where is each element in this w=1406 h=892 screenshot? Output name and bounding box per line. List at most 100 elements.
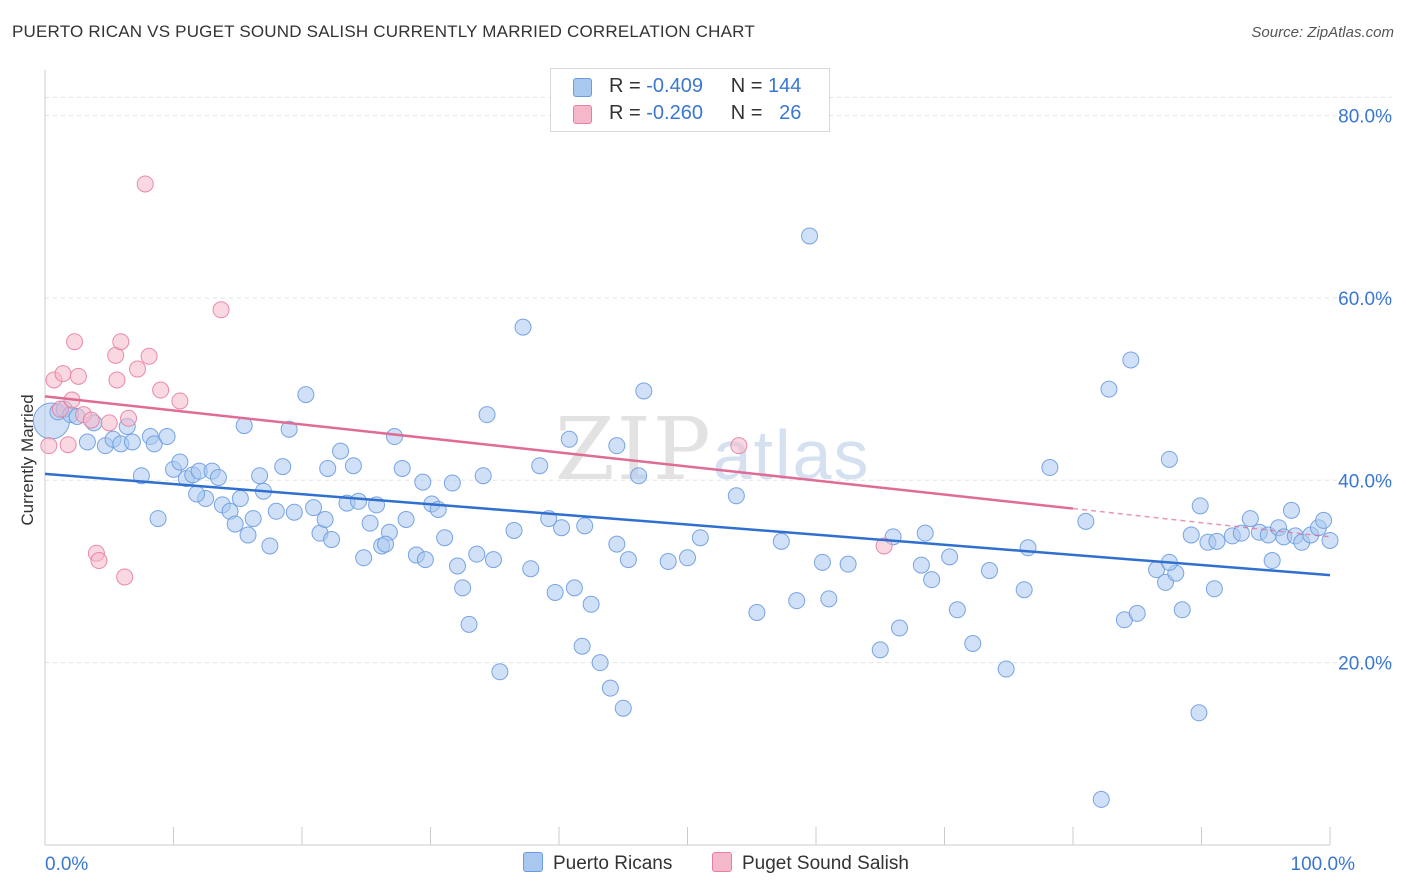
point-puget-sound-salish <box>136 175 154 193</box>
point-puerto-ricans <box>1019 539 1037 557</box>
point-puerto-ricans <box>608 535 626 553</box>
point-puerto-ricans <box>1263 552 1281 570</box>
point-puerto-ricans <box>1128 604 1146 622</box>
point-puerto-ricans <box>226 515 244 533</box>
point-puerto-ricans <box>443 474 461 492</box>
point-puget-sound-salish <box>116 568 134 586</box>
point-puerto-ricans <box>659 552 677 570</box>
point-puerto-ricans <box>997 660 1015 678</box>
point-puerto-ricans <box>630 467 648 485</box>
source-credit: Source: ZipAtlas.com <box>1251 24 1394 41</box>
y-axis-label: Currently Married <box>18 394 37 526</box>
point-puerto-ricans <box>923 571 941 589</box>
point-puerto-ricans <box>436 529 454 547</box>
point-puerto-ricans <box>522 560 540 578</box>
watermark: ZIPatlas <box>555 400 870 500</box>
y-tick-label: 20.0% <box>1338 654 1392 675</box>
point-puget-sound-salish <box>51 400 69 418</box>
point-puerto-ricans <box>1182 526 1200 544</box>
point-puerto-ricans <box>267 502 285 520</box>
y-tick-label: 60.0% <box>1338 289 1392 310</box>
point-puerto-ricans <box>1241 510 1259 528</box>
point-puerto-ricans <box>297 386 315 404</box>
point-puerto-ricans <box>560 430 578 448</box>
point-puerto-ricans <box>285 503 303 521</box>
legend-swatch-puerto-ricans <box>573 78 592 97</box>
point-puerto-ricans <box>891 619 909 637</box>
x-tick-label: 0.0% <box>45 854 88 875</box>
point-puerto-ricans <box>546 583 564 601</box>
legend-swatch-puget-sound-salish <box>573 105 592 124</box>
point-puerto-ricans <box>748 604 766 621</box>
point-puerto-ricans <box>813 553 831 571</box>
point-puget-sound-salish <box>82 411 100 429</box>
point-puerto-ricans <box>691 529 709 547</box>
point-puerto-ricans <box>1208 532 1226 550</box>
point-puerto-ricans <box>1160 450 1178 468</box>
point-puget-sound-salish <box>90 552 108 570</box>
point-puget-sound-salish <box>875 537 893 555</box>
trendline-puerto-ricans <box>44 472 1331 577</box>
y-tick-label: 80.0% <box>1338 107 1392 128</box>
point-puget-sound-salish <box>112 333 130 351</box>
point-puget-sound-salish <box>40 437 58 455</box>
point-puerto-ricans <box>474 467 492 485</box>
point-puerto-ricans <box>608 437 626 455</box>
point-puerto-ricans <box>1100 380 1118 398</box>
point-puget-sound-salish <box>108 371 126 389</box>
point-puget-sound-salish <box>59 436 77 454</box>
point-puget-sound-salish <box>152 381 170 399</box>
point-puerto-ricans <box>614 699 632 717</box>
point-puerto-ricans <box>591 654 609 672</box>
point-puerto-ricans <box>839 555 857 573</box>
legend-n-label: N = <box>730 75 763 97</box>
point-puerto-ricans <box>231 490 249 508</box>
point-puget-sound-salish <box>212 301 230 319</box>
point-puerto-ricans <box>820 590 838 608</box>
point-puerto-ricans <box>635 382 653 400</box>
point-puerto-ricans <box>1122 351 1140 369</box>
point-puerto-ricans <box>350 492 368 510</box>
point-puget-sound-salish <box>140 347 158 365</box>
point-puerto-ricans <box>145 435 163 453</box>
point-puget-sound-salish <box>69 367 87 385</box>
legend-r-label: R = <box>609 75 641 97</box>
point-puerto-ricans <box>386 428 404 446</box>
point-puerto-ricans <box>582 595 600 613</box>
point-puerto-ricans <box>1282 501 1300 519</box>
trendline-puget-sound-salish <box>44 395 1074 510</box>
point-puerto-ricans <box>1205 580 1223 598</box>
point-puget-sound-salish <box>171 392 189 410</box>
point-puerto-ricans <box>573 637 591 655</box>
point-puerto-ricans <box>601 679 619 697</box>
point-puerto-ricans <box>280 420 298 438</box>
point-puerto-ricans <box>1190 704 1208 722</box>
bottom-legend-puerto-ricans[interactable]: Puerto Ricans <box>523 852 672 876</box>
bottom-legend-label-puerto-ricans: Puerto Ricans <box>553 853 673 874</box>
source-link[interactable]: ZipAtlas.com <box>1307 24 1394 41</box>
point-puget-sound-salish <box>129 360 147 378</box>
point-puerto-ricans <box>361 514 379 532</box>
point-puerto-ricans <box>1191 497 1209 515</box>
point-puget-sound-salish <box>120 409 138 427</box>
point-puerto-ricans <box>261 537 279 555</box>
point-puerto-ricans <box>948 601 966 619</box>
point-puerto-ricans <box>727 487 745 505</box>
point-puerto-ricans <box>871 641 889 659</box>
point-puerto-ricans <box>514 318 532 336</box>
point-puerto-ricans <box>460 615 478 633</box>
point-puerto-ricans <box>565 579 583 597</box>
y-tick-label: 40.0% <box>1338 471 1392 492</box>
chart-title: PUERTO RICAN VS PUGET SOUND SALISH CURRE… <box>12 22 755 41</box>
trendline-extension-puget-sound-salish <box>1072 507 1331 538</box>
x-tick-label: 100.0% <box>1291 854 1356 875</box>
point-puerto-ricans <box>478 406 496 424</box>
bottom-legend-puget-sound-salish[interactable]: Puget Sound Salish <box>712 852 909 876</box>
point-puerto-ricans <box>679 549 696 567</box>
point-puerto-ricans <box>344 457 362 475</box>
point-puerto-ricans <box>531 457 549 475</box>
legend-r-value: -0.260 <box>646 102 703 124</box>
point-puerto-ricans <box>788 592 806 610</box>
point-puerto-ricans <box>448 557 466 575</box>
